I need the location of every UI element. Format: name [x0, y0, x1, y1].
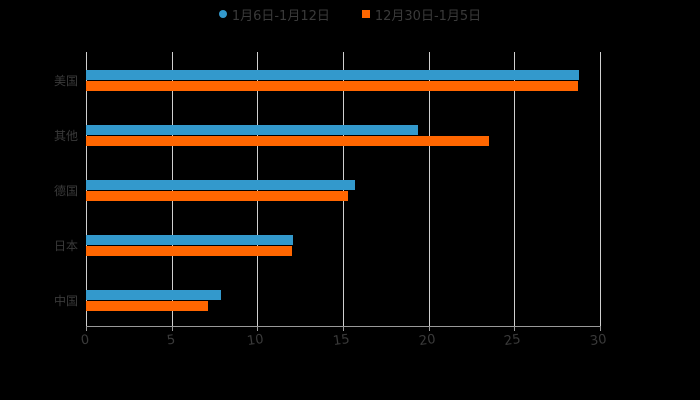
x-tick-label: 10 [246, 331, 265, 350]
bar[interactable] [86, 190, 349, 201]
gridline [257, 52, 259, 327]
category-label: 其他 [53, 128, 78, 143]
x-axis [86, 326, 600, 327]
x-tick-label: 20 [417, 331, 437, 350]
bar[interactable] [86, 135, 489, 146]
x-tick [343, 326, 344, 331]
bar[interactable] [86, 289, 222, 300]
legend-item-week0[interactable]: 12月30日-1月5日 [361, 5, 482, 24]
x-tick-label: 25 [503, 331, 522, 350]
x-tick [257, 326, 259, 331]
gridline [514, 52, 516, 327]
bar[interactable] [86, 234, 294, 245]
bar[interactable] [86, 80, 578, 91]
legend-label: 1月6日-1月12日 [231, 8, 330, 24]
gridline [343, 52, 344, 327]
x-tick [171, 326, 173, 331]
category-label: 德国 [53, 183, 78, 198]
circle-marker-icon [218, 10, 227, 18]
category-label: 中国 [53, 293, 78, 308]
x-tick-label: 0 [80, 332, 91, 349]
category-label: 美国 [53, 73, 78, 88]
x-tick [514, 326, 516, 331]
x-tick [86, 326, 87, 331]
gridline [428, 52, 430, 327]
bar[interactable] [86, 69, 580, 80]
gridline [171, 52, 173, 327]
x-tick-label: 30 [589, 331, 608, 350]
square-marker-icon [361, 10, 370, 18]
chart-legend: 1月6日-1月12日 12月30日-1月5日 [0, 4, 700, 24]
x-tick-label: 15 [332, 331, 351, 350]
bar[interactable] [86, 179, 355, 190]
bar[interactable] [86, 245, 292, 256]
x-tick-label: 5 [165, 332, 176, 349]
x-tick [428, 326, 430, 331]
gridline [86, 52, 87, 327]
legend-item-week1[interactable]: 1月6日-1月12日 [218, 5, 330, 24]
legend-label: 12月30日-1月5日 [374, 8, 482, 24]
bar[interactable] [86, 124, 419, 135]
category-label: 日本 [53, 238, 78, 253]
bar[interactable] [86, 300, 208, 311]
gridline [600, 52, 601, 327]
x-tick [600, 326, 601, 331]
